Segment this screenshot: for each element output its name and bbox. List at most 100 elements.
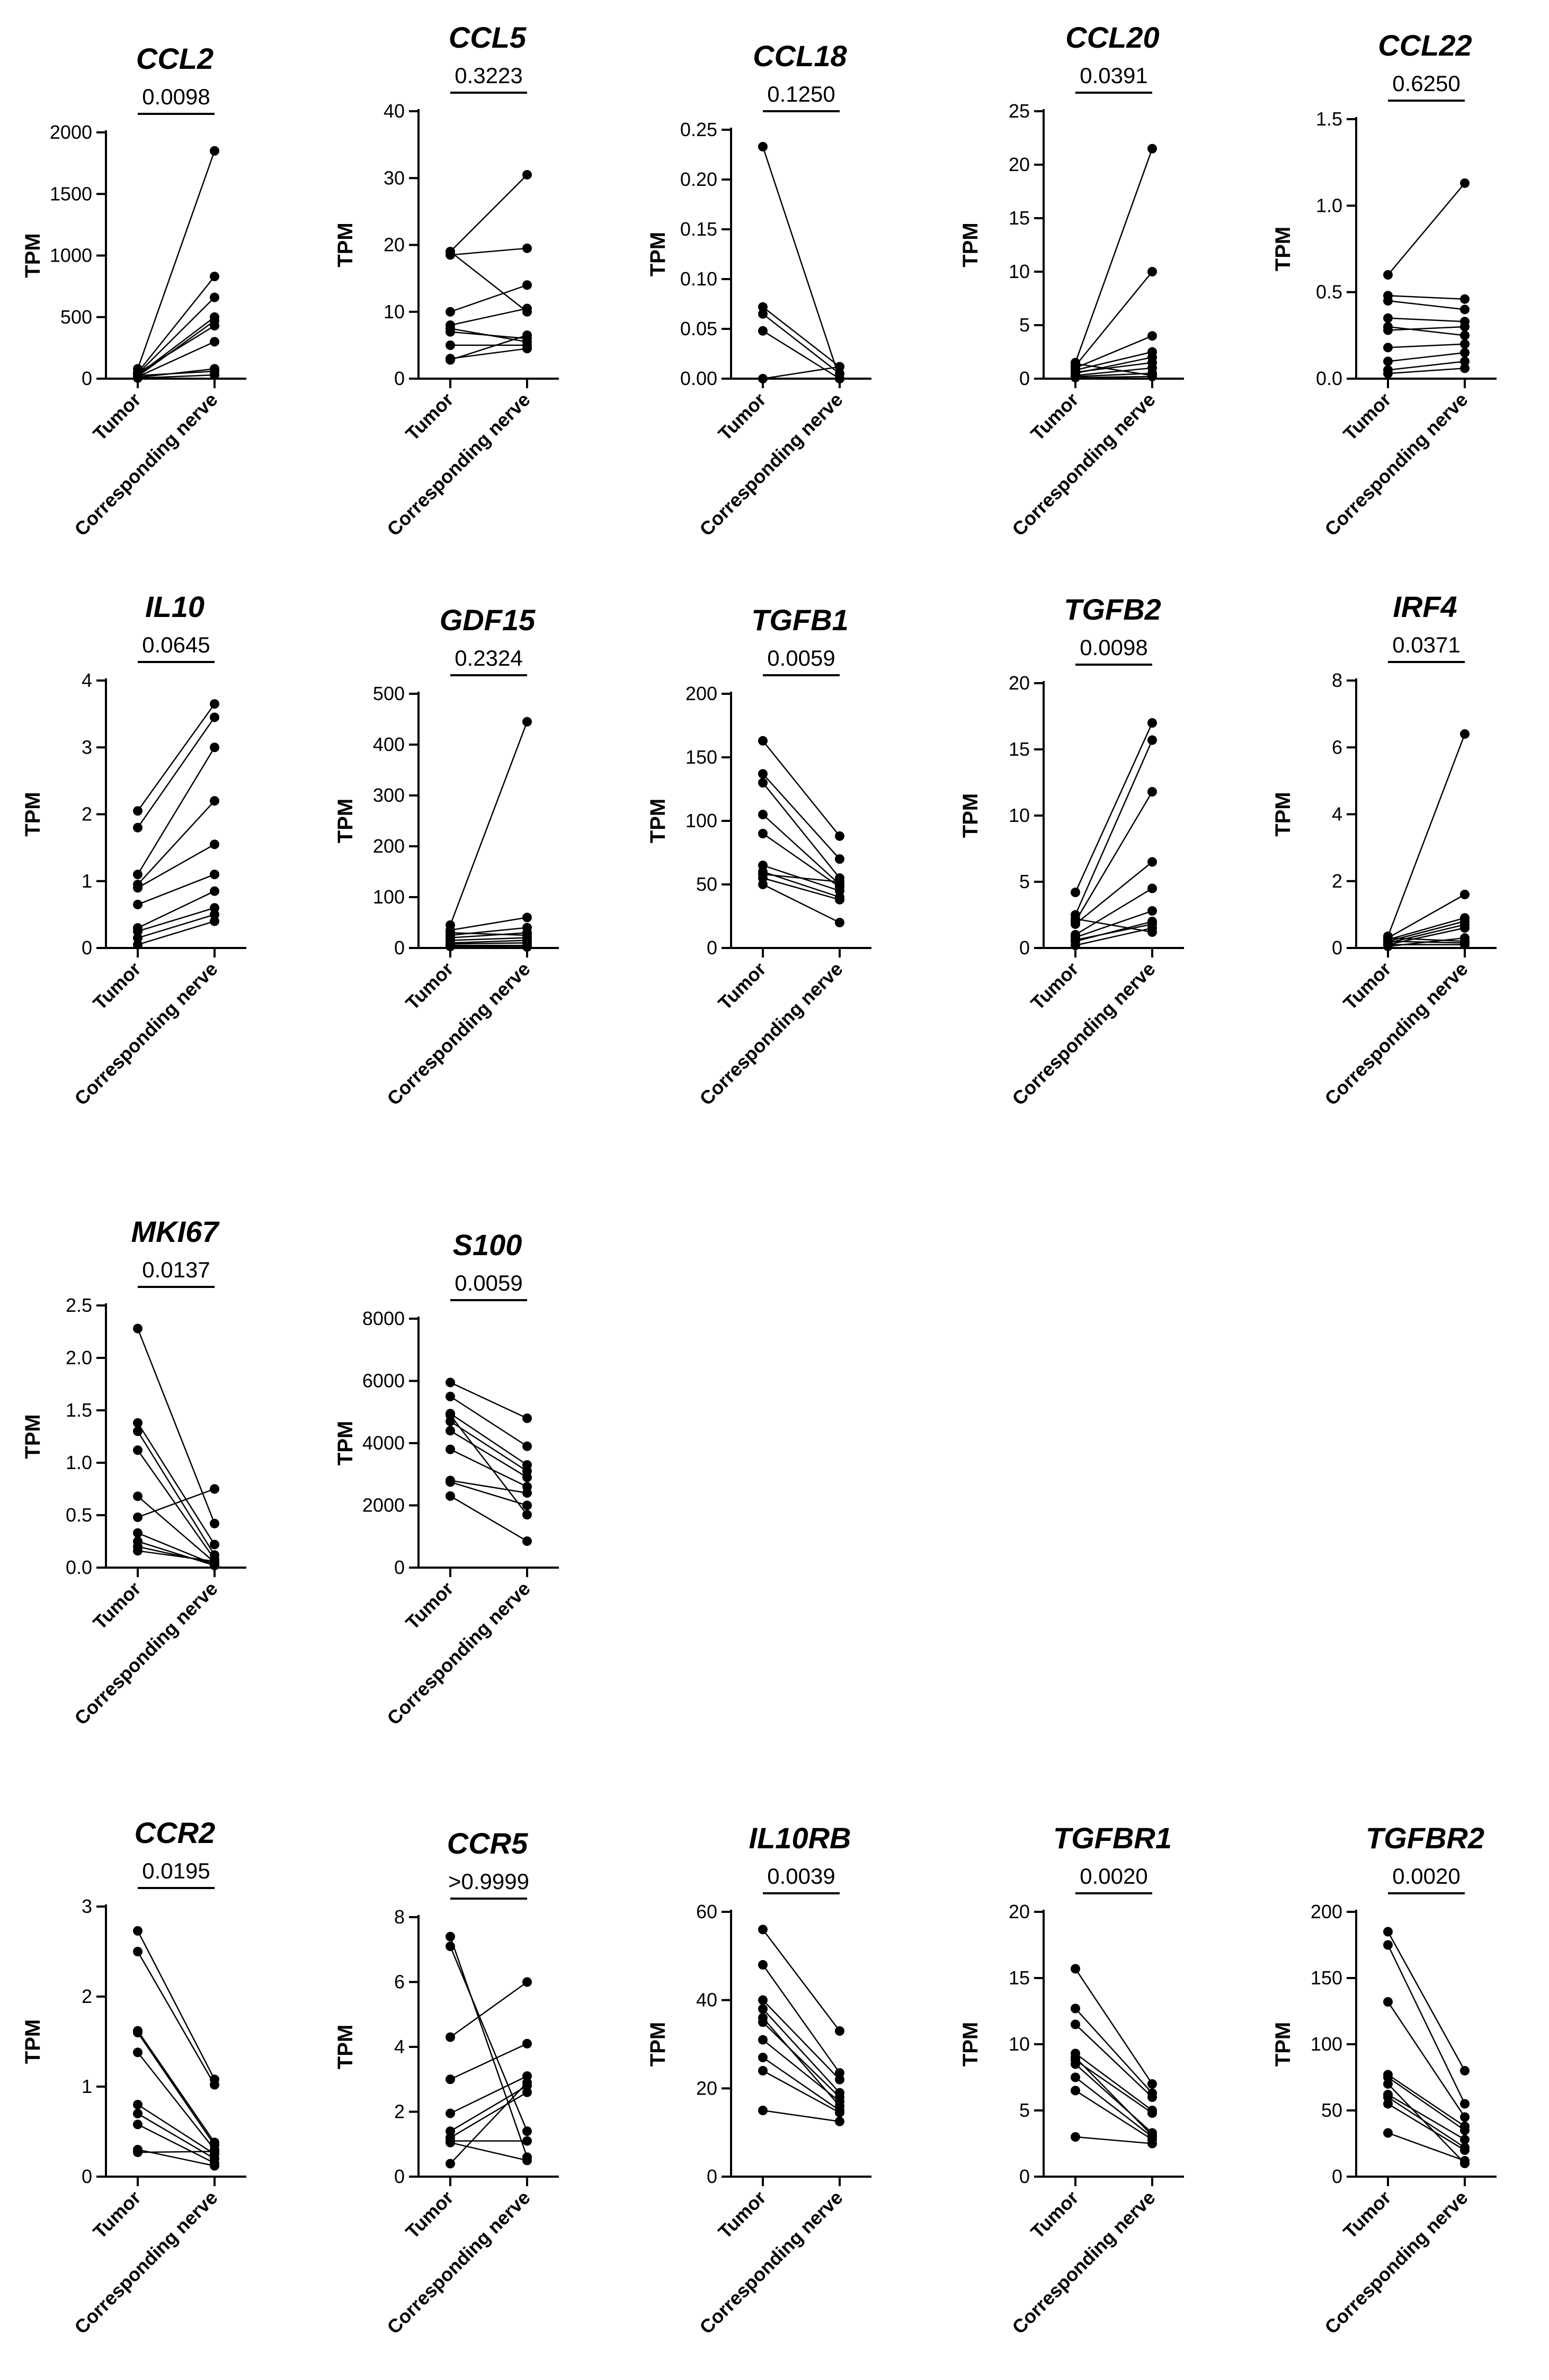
- tumor-point: [446, 1477, 455, 1487]
- tumor-point: [758, 326, 768, 336]
- y-tick-label: 0: [1332, 2166, 1342, 2187]
- tumor-point: [446, 928, 455, 938]
- y-axis-label: TPM: [21, 792, 44, 836]
- y-tick-label: 0.25: [680, 119, 717, 140]
- pair-line: [1075, 367, 1153, 377]
- y-tick-label: 0.5: [66, 1504, 92, 1526]
- y-tick-label: 2: [1332, 870, 1342, 892]
- nerve-point: [522, 2136, 532, 2146]
- x-tick-label: Tumor: [714, 389, 770, 445]
- nerve-point: [1460, 339, 1470, 349]
- tumor-point: [133, 2028, 143, 2037]
- x-tick-label: Corresponding nerve: [695, 2187, 847, 2338]
- y-tick-label: 10: [1009, 804, 1030, 826]
- nerve-point: [522, 243, 532, 253]
- pair-line: [137, 2030, 216, 2143]
- y-tick-label: 15: [1009, 207, 1030, 229]
- panel-ccl18: CCL18 0.1250 0.00 0.05 0.10 0.15 0.20 0.25 TPM Tu…: [646, 39, 871, 540]
- nerve-point: [1147, 371, 1157, 381]
- pair-line: [1075, 2077, 1153, 2137]
- pair-line: [1387, 368, 1465, 374]
- nerve-point: [1460, 363, 1470, 373]
- tumor-point: [133, 1546, 143, 1556]
- nerve-point: [210, 2146, 219, 2157]
- panel-title: IRF4: [1393, 590, 1457, 623]
- pair-line: [450, 334, 528, 361]
- pair-line: [137, 2151, 215, 2153]
- nerve-point: [835, 2116, 844, 2126]
- panel-title: CCL20: [1065, 21, 1159, 54]
- pair-line: [762, 2008, 840, 2093]
- nerve-point: [522, 930, 532, 940]
- tumor-point: [758, 769, 768, 779]
- tumor-point: [758, 302, 768, 312]
- tumor-point: [446, 1426, 455, 1436]
- tumor-point: [1383, 2092, 1393, 2102]
- y-axis-label: TPM: [1271, 227, 1295, 271]
- nerve-point: [522, 1488, 532, 1498]
- tumor-point: [1383, 313, 1393, 323]
- y-tick-label: 2.5: [66, 1294, 92, 1316]
- tumor-point: [446, 1410, 455, 1420]
- pair-line: [137, 844, 215, 889]
- pair-line: [1075, 271, 1153, 366]
- y-tick-label: 4: [1332, 803, 1342, 825]
- pair-line: [137, 1546, 215, 1564]
- p-value: 0.0059: [455, 1270, 522, 1295]
- y-tick-label: 0: [1019, 368, 1030, 389]
- pair-line: [762, 2021, 840, 2098]
- pair-line: [1074, 1968, 1153, 2084]
- p-value: 0.0039: [767, 1864, 835, 1889]
- pair-line: [1075, 351, 1153, 371]
- pair-line: [137, 150, 216, 369]
- tumor-point: [133, 2100, 143, 2109]
- tumor-point: [133, 940, 143, 950]
- pair-line: [1075, 363, 1153, 377]
- pair-line: [762, 2056, 840, 2111]
- pair-line: [1387, 937, 1465, 942]
- nerve-point: [210, 916, 219, 926]
- pair-line: [450, 328, 528, 343]
- pair-line: [450, 347, 528, 360]
- y-axis-label: TPM: [646, 2022, 670, 2066]
- y-tick-label: 50: [1321, 2099, 1342, 2121]
- pair-line: [137, 800, 215, 885]
- pair-line: [1387, 2074, 1465, 2127]
- y-tick-label: 10: [1009, 261, 1030, 282]
- pair-line: [762, 1999, 840, 2080]
- x-tick-label: Corresponding nerve: [1008, 2187, 1159, 2338]
- nerve-point: [835, 2026, 844, 2036]
- tumor-point: [1383, 2128, 1393, 2138]
- x-tick-label: Tumor: [714, 958, 770, 1014]
- tumor-point: [446, 1444, 455, 1454]
- y-tick-label: 40: [384, 100, 405, 122]
- y-tick-label: 6: [394, 1971, 405, 1993]
- pair-line: [137, 1328, 216, 1524]
- pair-line: [450, 1495, 528, 1542]
- y-tick-label: 0.5: [1316, 281, 1342, 303]
- pair-line: [1075, 2024, 1153, 2098]
- pair-line: [450, 940, 528, 944]
- x-tick-label: Corresponding nerve: [70, 389, 221, 540]
- y-tick-label: 20: [1009, 154, 1030, 175]
- pair-line: [137, 920, 215, 945]
- nerve-point: [522, 1510, 532, 1520]
- pair-line: [137, 276, 215, 373]
- pair-line: [1075, 2136, 1153, 2144]
- pair-line: [1387, 343, 1465, 348]
- x-tick-label: Tumor: [88, 958, 145, 1014]
- nerve-point: [1460, 940, 1470, 950]
- panel-gdf15: GDF15 0.2324 0 100 200 300 400 500 TPM TumorCorre…: [334, 603, 559, 1110]
- tumor-point: [1071, 888, 1080, 897]
- y-tick-label: 0: [82, 2166, 92, 2187]
- pair-line: [762, 313, 840, 374]
- nerve-point: [522, 1472, 532, 1482]
- x-tick-label: Corresponding nerve: [70, 2187, 221, 2338]
- nerve-point: [522, 1536, 532, 1546]
- y-tick-label: 8000: [362, 1308, 405, 1329]
- tumor-point: [1071, 372, 1080, 382]
- x-tick-label: Tumor: [1026, 389, 1082, 445]
- p-value: 0.0059: [767, 646, 835, 670]
- panel-title: IL10RB: [749, 1821, 851, 1855]
